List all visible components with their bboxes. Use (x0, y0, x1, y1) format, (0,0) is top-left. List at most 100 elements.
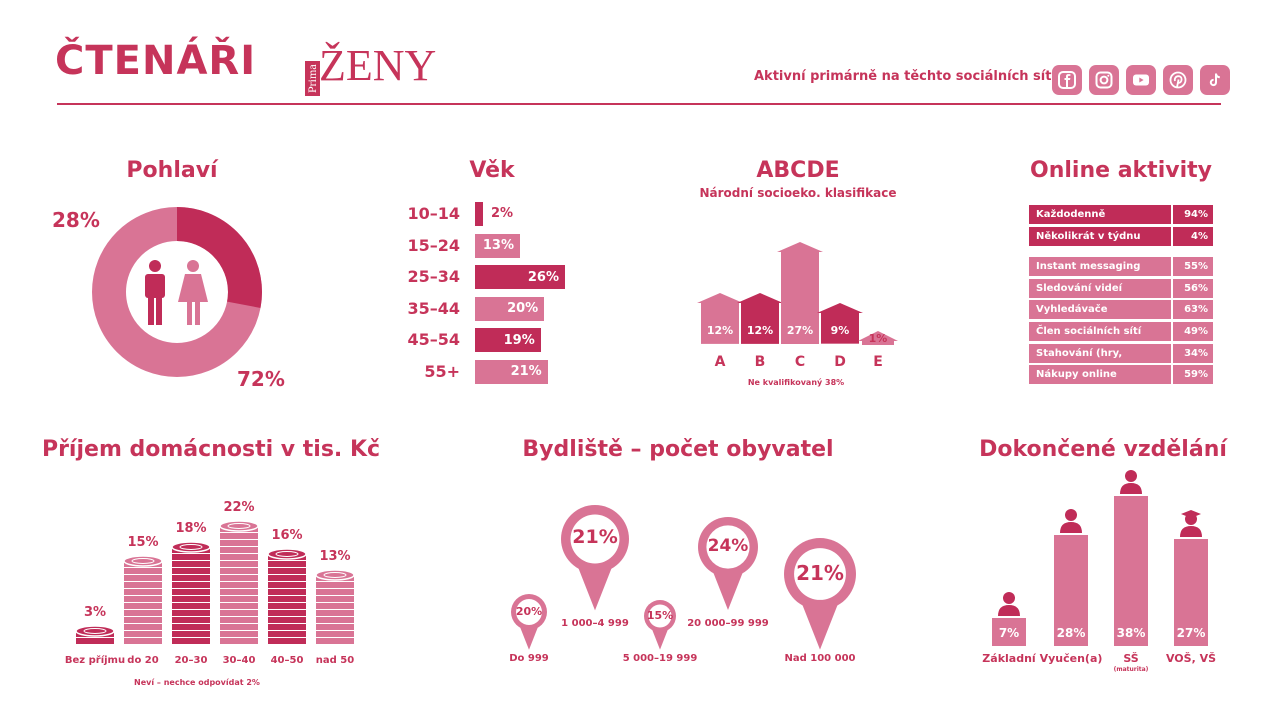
header-divider (57, 103, 1221, 105)
abcde-house (777, 242, 823, 344)
gender-label-men: 28% (52, 208, 100, 232)
residence-pin-tip (576, 562, 614, 610)
education-category-label: Vyučen(a) (1039, 652, 1103, 665)
gender-label-women: 72% (237, 367, 285, 391)
abcde-category-label: B (754, 354, 766, 370)
income-coin (220, 561, 258, 568)
income-coin (268, 603, 306, 610)
residence-value-label: 24% (707, 535, 749, 556)
education-bar: 38% (1114, 496, 1148, 646)
abcde-bar (701, 303, 739, 344)
abcde-house-shape (737, 293, 783, 344)
income-coin (316, 610, 354, 617)
residence-pin-inner (648, 604, 672, 628)
income-coin (268, 582, 306, 589)
social-label: Aktivní primárně na těchto sociálních sí… (754, 69, 1079, 84)
abcde-house (858, 330, 898, 345)
income-coin (220, 533, 258, 540)
income-coin (172, 596, 210, 603)
income-coin (220, 596, 258, 603)
online-row-value: 49% (1173, 322, 1213, 341)
education-chart: 7% Základní 28% Vyučen(a) 38% SŠ (maturita) 27%… (982, 470, 1222, 685)
income-coin-top (219, 520, 259, 532)
residence-pin-inner (794, 548, 846, 601)
income-value-label: 3% (83, 605, 107, 620)
income-coin-top (123, 555, 163, 567)
online-title: Online aktivity (1030, 158, 1212, 183)
age-value-label: 20% (507, 301, 539, 316)
tiktok-icon[interactable] (1200, 65, 1230, 95)
income-coin (172, 554, 210, 561)
income-coin-top (75, 625, 115, 637)
income-coin-top-ring (179, 544, 203, 550)
income-note: Neví – nechce odpovídat 2% (134, 678, 260, 687)
education-category-label: VOŠ, VŠ (1165, 652, 1217, 665)
income-coin (316, 617, 354, 624)
income-coin (172, 568, 210, 575)
income-coin (220, 617, 258, 624)
abcde-value-label: 9% (830, 324, 850, 337)
income-category-label: do 20 (127, 655, 159, 666)
income-coin (220, 603, 258, 610)
social-icons (1052, 65, 1230, 95)
person-head (1125, 470, 1137, 482)
age-value-label: 13% (482, 238, 514, 253)
online-row-label: Člen sociálních sítí (1029, 322, 1171, 341)
income-coin (268, 610, 306, 617)
income-category-label: 30–40 (222, 655, 256, 666)
residence-pin (698, 517, 758, 610)
person-body (998, 605, 1020, 617)
abcde-roof (817, 303, 863, 314)
online-row-label: Vyhledávače (1029, 300, 1171, 319)
income-stack (123, 555, 163, 645)
abcde-category-label: D (834, 354, 846, 370)
logo: Prima ŽENY (302, 40, 477, 96)
age-value-label: 2% (491, 206, 514, 221)
online-row-label: Stahování (hry, hudba…) (1029, 344, 1171, 378)
income-coin-top (171, 541, 211, 553)
online-row-label: Sledování videí (1029, 279, 1171, 298)
income-coin (220, 589, 258, 596)
youtube-icon[interactable] (1126, 65, 1156, 95)
income-coin (124, 589, 162, 596)
education-category-note: (maturita) (1113, 666, 1149, 673)
education-category-label: Základní (982, 652, 1036, 665)
income-coin (316, 638, 354, 645)
instagram-icon[interactable] (1089, 65, 1119, 95)
residence-pin (644, 600, 676, 650)
age-bar: 20% (475, 296, 545, 321)
online-row-value: 94% (1173, 205, 1213, 224)
pinterest-icon[interactable] (1163, 65, 1193, 95)
residence-pin (784, 538, 856, 650)
abcde-value-label: 1% (868, 332, 888, 345)
income-coin (172, 603, 210, 610)
income-stack (219, 520, 259, 645)
online-row-value: 59% (1173, 365, 1213, 384)
abcde-value-label: 12% (706, 324, 734, 337)
person-icon (1060, 509, 1082, 534)
income-coin-top-ring (323, 572, 347, 578)
age-category-label: 45–54 (407, 330, 460, 349)
residence-pin-tip (651, 627, 669, 650)
gender-slice-men (92, 207, 262, 377)
person-head (1065, 509, 1077, 522)
income-coin (124, 638, 162, 645)
facebook-icon[interactable] (1052, 65, 1082, 95)
abcde-roof (697, 293, 743, 304)
residence-pin-tip (519, 624, 539, 650)
online-row: Člen sociálních sítí 49% (1029, 322, 1213, 341)
abcde-bar (741, 303, 779, 344)
education-category-label: SŠ (1123, 652, 1139, 665)
income-coin (124, 603, 162, 610)
income-coin (220, 568, 258, 575)
age-category-label: 25–34 (407, 267, 460, 286)
income-coin (172, 589, 210, 596)
online-row: Sledování videí 56% (1029, 279, 1213, 298)
abcde-category-label: C (794, 354, 806, 370)
residence-value-label: 21% (796, 561, 844, 586)
education-bar: 28% (1054, 535, 1088, 646)
income-coin-top-ring (227, 523, 251, 529)
income-coin (268, 596, 306, 603)
online-row: Stahování (hry, hudba…)34% (1029, 344, 1213, 378)
abcde-house (817, 303, 863, 344)
